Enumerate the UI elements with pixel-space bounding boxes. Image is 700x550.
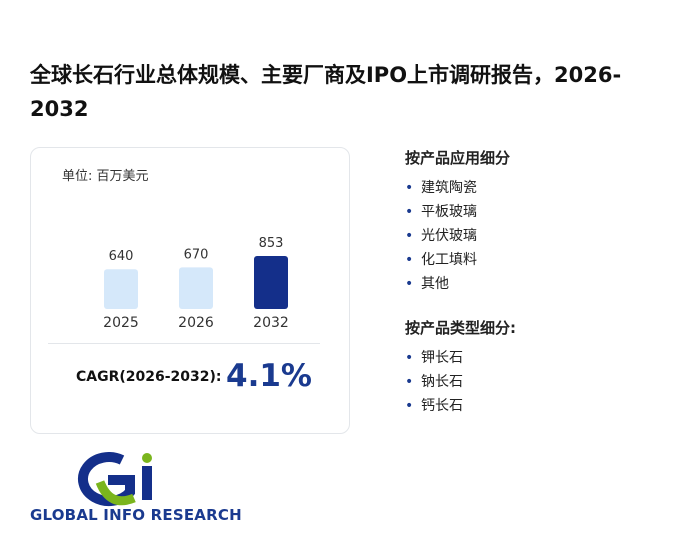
bar xyxy=(104,269,138,309)
list-item: 化工填料 xyxy=(405,248,477,272)
bar-chart: 640 2025 670 2026 853 2032 xyxy=(103,236,289,331)
chart-card xyxy=(30,147,350,434)
unit-label: 单位: 百万美元 xyxy=(62,169,149,184)
list-item: 平板玻璃 xyxy=(405,200,477,224)
bar xyxy=(254,256,288,309)
cagr-label: CAGR(2026-2032): xyxy=(76,369,222,385)
bar xyxy=(179,267,213,309)
value-label: 640 xyxy=(109,249,134,264)
list-item: 光伏玻璃 xyxy=(405,224,477,248)
list-item: 钠长石 xyxy=(405,370,463,394)
value-label: 670 xyxy=(184,247,209,262)
x-tick-label: 2025 xyxy=(103,315,139,331)
section-title: 按产品应用细分 xyxy=(405,149,511,167)
divider xyxy=(48,343,320,344)
x-tick-label: 2032 xyxy=(253,315,289,331)
x-tick-label: 2026 xyxy=(178,315,214,331)
logo-text: GLOBAL INFO RESEARCH xyxy=(30,506,242,524)
cagr-value: 4.1% xyxy=(226,358,312,394)
list-item: 钙长石 xyxy=(405,394,463,418)
list-item: 建筑陶瓷 xyxy=(405,176,477,200)
section-title: 按产品类型细分: xyxy=(405,319,516,337)
type-list: 钾长石钠长石钙长石 xyxy=(405,346,463,418)
title: 全球长石行业总体规模、主要厂商及IPO上市调研报告，2026-2032 xyxy=(30,63,622,121)
list-item: 钾长石 xyxy=(405,346,463,370)
logo-icon xyxy=(78,452,152,507)
value-label: 853 xyxy=(259,236,284,251)
application-list: 建筑陶瓷平板玻璃光伏玻璃化工填料其他 xyxy=(405,176,477,296)
list-item: 其他 xyxy=(405,272,477,296)
